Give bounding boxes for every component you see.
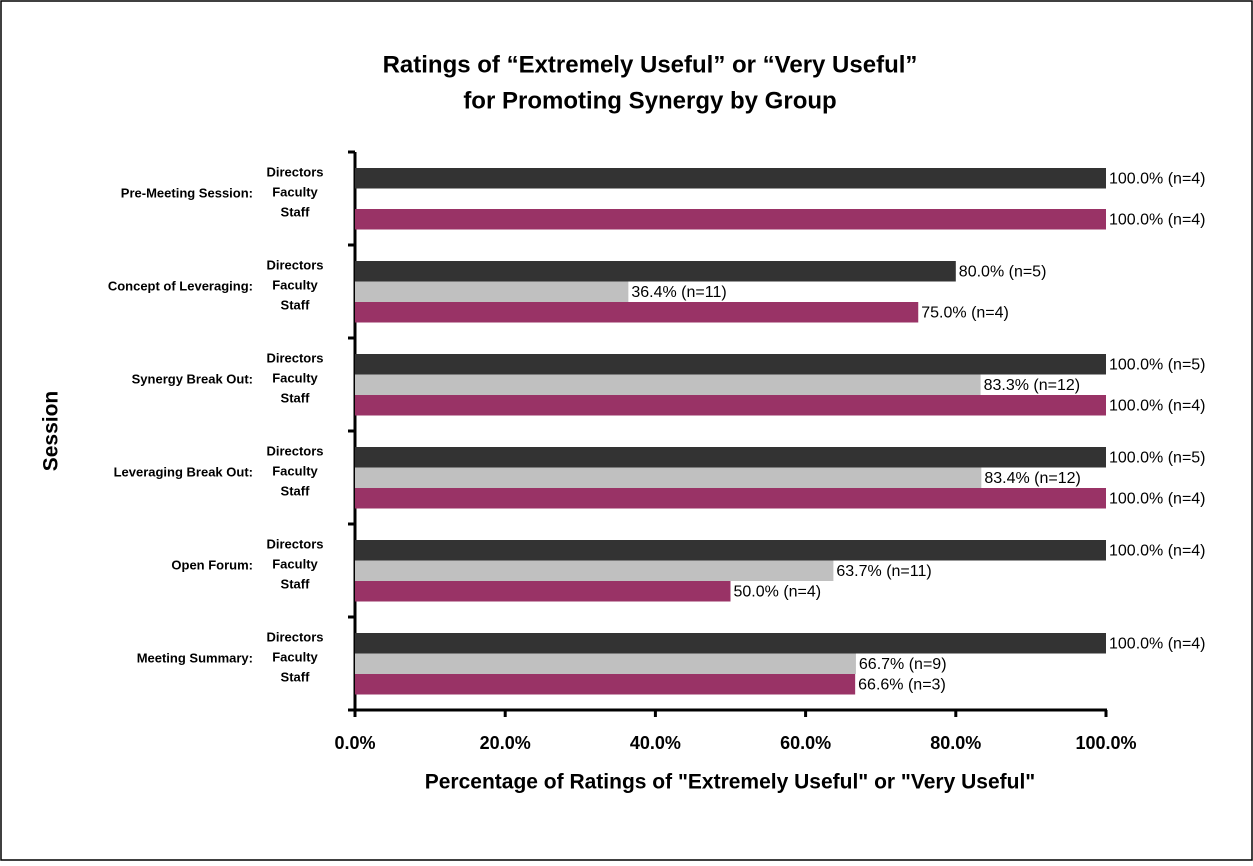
bar: [355, 354, 1106, 375]
group-label: Faculty: [272, 370, 318, 385]
bar: [355, 209, 1106, 230]
x-tick-label: 0.0%: [334, 733, 375, 753]
group-label: Staff: [281, 669, 311, 684]
group-label: Directors: [266, 164, 323, 179]
group-label: Directors: [266, 257, 323, 272]
group-label: Staff: [281, 483, 311, 498]
bar: [355, 467, 982, 488]
x-tick-label: 40.0%: [630, 733, 681, 753]
bar: [355, 261, 956, 282]
value-label: 83.3% (n=12): [984, 377, 1081, 394]
value-label: 80.0% (n=5): [959, 263, 1047, 280]
bar: [355, 674, 856, 695]
bar: [355, 168, 1106, 189]
value-label: 66.6% (n=3): [858, 676, 946, 693]
value-label: 100.0% (n=4): [1109, 490, 1206, 507]
bar: [355, 374, 981, 395]
bar: [355, 560, 834, 581]
bar: [355, 281, 629, 302]
bar: [355, 447, 1106, 468]
group-label: Directors: [266, 443, 323, 458]
group-label: Faculty: [272, 463, 318, 478]
group-label: Staff: [281, 390, 311, 405]
category-label: Meeting Summary:: [137, 650, 253, 665]
value-label: 36.4% (n=11): [631, 284, 726, 301]
value-label: 100.0% (n=4): [1109, 635, 1206, 652]
bar: [355, 302, 919, 323]
group-label: Faculty: [272, 277, 318, 292]
category-label: Open Forum:: [171, 557, 253, 572]
value-label: 75.0% (n=4): [921, 304, 1009, 321]
group-label: Staff: [281, 204, 311, 219]
bar: [355, 581, 731, 602]
group-label: Staff: [281, 297, 311, 312]
category-label: Concept of Leveraging:: [108, 278, 253, 293]
bar: [355, 653, 856, 674]
group-label: Faculty: [272, 184, 318, 199]
chart-title: for Promoting Synergy by Group: [463, 87, 836, 114]
group-label: Faculty: [272, 649, 318, 664]
bar: [355, 488, 1106, 509]
category-label: Leveraging Break Out:: [114, 464, 253, 479]
bar: [355, 540, 1106, 561]
group-label: Faculty: [272, 556, 318, 571]
value-label: 100.0% (n=4): [1109, 542, 1206, 559]
value-label: 100.0% (n=4): [1109, 170, 1206, 187]
category-label: Synergy Break Out:: [132, 371, 253, 386]
x-tick-label: 20.0%: [480, 733, 531, 753]
value-label: 100.0% (n=5): [1109, 356, 1206, 373]
x-tick-label: 80.0%: [930, 733, 981, 753]
group-label: Staff: [281, 576, 311, 591]
category-label: Pre-Meeting Session:: [121, 185, 253, 200]
bar: [355, 633, 1106, 654]
value-label: 63.7% (n=11): [836, 563, 931, 580]
value-label: 83.4% (n=12): [984, 470, 1081, 487]
value-label: 50.0% (n=4): [734, 583, 822, 600]
value-label: 100.0% (n=4): [1109, 397, 1206, 414]
chart-title: Ratings of “Extremely Useful” or “Very U…: [383, 51, 918, 78]
group-label: Directors: [266, 536, 323, 551]
x-tick-label: 60.0%: [780, 733, 831, 753]
group-label: Directors: [266, 629, 323, 644]
bar: [355, 395, 1106, 416]
value-label: 100.0% (n=5): [1109, 449, 1206, 466]
value-label: 100.0% (n=4): [1109, 211, 1206, 228]
y-axis-label: Session: [40, 391, 63, 472]
value-label: 66.7% (n=9): [859, 656, 947, 673]
group-label: Directors: [266, 350, 323, 365]
x-axis-label: Percentage of Ratings of "Extremely Usef…: [425, 771, 1036, 794]
x-tick-label: 100.0%: [1075, 733, 1136, 753]
